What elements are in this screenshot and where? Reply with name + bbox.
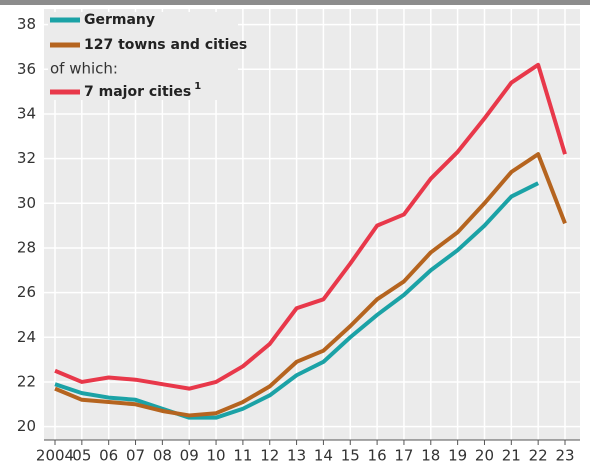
y-tick-label: 34 xyxy=(17,104,36,122)
x-tick-label: 15 xyxy=(341,447,360,465)
x-tick-label: 09 xyxy=(180,447,199,465)
y-tick-label: 26 xyxy=(17,283,36,301)
x-tick-label: 18 xyxy=(421,447,440,465)
legend-text: 127 towns and cities xyxy=(84,37,247,53)
y-tick-label: 28 xyxy=(17,238,36,256)
x-tick-label: 16 xyxy=(368,447,387,465)
x-tick-label: 08 xyxy=(153,447,172,465)
x-tick-label: 07 xyxy=(126,447,145,465)
legend-text: Germany xyxy=(84,12,155,28)
legend-superscript: 1 xyxy=(194,81,201,92)
line-series xyxy=(54,62,567,391)
y-tick-label: 22 xyxy=(17,372,36,390)
y-tick-label: 36 xyxy=(17,60,36,78)
y-tick-label: 24 xyxy=(17,328,36,346)
y-tick-label: 38 xyxy=(17,15,36,33)
x-tick-label: 14 xyxy=(314,447,333,465)
x-tick-label: 05 xyxy=(72,447,91,465)
legend-subheading: of which: xyxy=(50,60,118,78)
x-tick-label: 19 xyxy=(448,447,467,465)
y-tick-label: 32 xyxy=(17,149,36,167)
x-tick-label: 06 xyxy=(99,447,118,465)
y-tick-label: 30 xyxy=(17,194,36,212)
x-tick-label: 17 xyxy=(394,447,413,465)
top-bar xyxy=(0,0,590,5)
x-tick-label: 12 xyxy=(260,447,279,465)
y-tick-label: 20 xyxy=(17,417,36,435)
legend-text: 7 major cities xyxy=(84,84,191,100)
x-tick-label: 13 xyxy=(287,447,306,465)
legend-background xyxy=(48,12,238,100)
x-tick-label: 21 xyxy=(502,447,521,465)
x-tick-label: 22 xyxy=(529,447,548,465)
legend-label: Germany xyxy=(84,12,155,28)
legend-label: 7 major cities 1 xyxy=(84,81,201,100)
line-series xyxy=(54,152,567,418)
x-tick-label: 11 xyxy=(233,447,252,465)
line-series xyxy=(54,181,540,420)
legend-label: 127 towns and cities xyxy=(84,37,247,53)
x-tick-label: 20 xyxy=(475,447,494,465)
x-tick-label: 23 xyxy=(555,447,574,465)
x-tick-label: 2004 xyxy=(36,447,74,465)
x-tick-label: 10 xyxy=(207,447,226,465)
